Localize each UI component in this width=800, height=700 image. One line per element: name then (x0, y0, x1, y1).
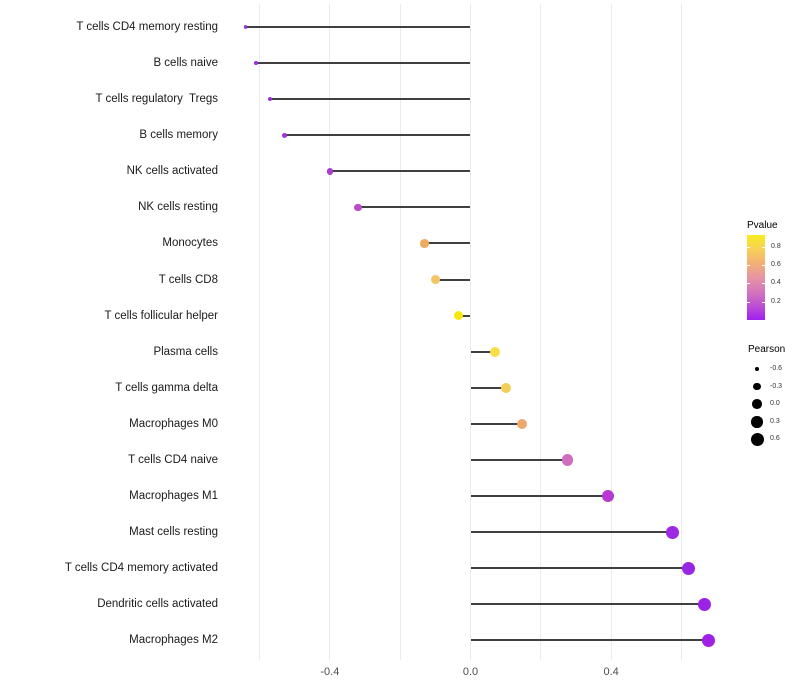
pearson-size-label: -0.6 (770, 365, 783, 372)
lollipop-dot (453, 310, 463, 321)
lollipop-stem (458, 314, 471, 317)
gridline (610, 4, 612, 660)
lollipop-stem (284, 134, 471, 137)
lollipop-dot (561, 454, 573, 466)
lollipop-dot (681, 561, 696, 575)
row-label: T cells regulatory Tregs (95, 93, 218, 106)
row-label: NK cells activated (126, 165, 218, 178)
lollipop-dot (490, 346, 501, 357)
lollipop-stem (470, 458, 568, 461)
lollipop-stem (245, 26, 471, 28)
pvalue-legend-title: Pvalue (747, 220, 778, 231)
lollipop-dot (666, 525, 680, 539)
pvalue-tick-label: 0.4 (771, 279, 781, 287)
lollipop-dot (254, 61, 258, 65)
plot-panel (222, 4, 718, 660)
pvalue-tick-label: 0.8 (771, 242, 781, 250)
row-label: Macrophages M2 (129, 634, 218, 647)
pearson-size-dot (755, 367, 759, 371)
lollipop-stem (424, 242, 471, 245)
row-label: T cells follicular helper (104, 309, 218, 322)
row-label: Macrophages M0 (129, 417, 218, 430)
lollipop-dot (354, 203, 362, 211)
gridline (680, 4, 682, 660)
pearson-size-dot (750, 432, 764, 446)
row-label: Dendritic cells activated (97, 598, 218, 611)
row-label: B cells memory (139, 129, 218, 142)
row-label: T cells CD4 memory activated (64, 562, 218, 575)
gridline (399, 4, 401, 660)
lollipop-stem (470, 422, 522, 425)
lollipop-dot (697, 597, 711, 611)
lollipop-stem (470, 639, 709, 642)
pvalue-tick-mark (747, 265, 750, 267)
row-label: T cells CD4 naive (128, 453, 218, 466)
lollipop-stem (470, 495, 608, 498)
lollipop-dot (500, 382, 511, 393)
pearson-legend-title: Pearson (748, 344, 786, 355)
pvalue-gradient-bar (747, 235, 765, 320)
x-tick-label: 0.0 (462, 666, 479, 678)
pearson-size-dot (752, 399, 762, 409)
row-label: B cells naive (153, 57, 218, 70)
lollipop-dot (701, 633, 716, 648)
lollipop-stem (357, 206, 471, 209)
gridline (540, 4, 542, 660)
pvalue-tick-mark (762, 265, 765, 267)
gridline (470, 4, 471, 660)
lollipop-stem (256, 62, 471, 65)
lollipop-stem (470, 567, 689, 570)
pearson-size-label: 0.0 (770, 400, 780, 408)
pvalue-tick-mark (762, 301, 765, 303)
row-label: Plasma cells (153, 345, 218, 358)
lollipop-dot (516, 418, 528, 430)
x-tick-label: -0.4 (320, 666, 340, 678)
row-label: Monocytes (162, 237, 218, 250)
pvalue-tick-label: 0.2 (771, 297, 781, 305)
pearson-size-label: 0.3 (770, 417, 780, 425)
row-label: T cells gamma delta (115, 381, 218, 394)
row-label: T cells CD8 (158, 273, 218, 286)
pvalue-tick-mark (762, 283, 765, 285)
lollipop-dot (430, 275, 440, 285)
pearson-size-dot (751, 416, 763, 428)
row-label: Mast cells resting (129, 526, 218, 539)
lollipop-dot (601, 490, 614, 502)
row-label: NK cells resting (138, 201, 218, 214)
lollipop-dot (420, 239, 430, 248)
pearson-size-label: 0.6 (770, 435, 780, 443)
lollipop-stem (329, 170, 471, 173)
lollipop-stem (470, 350, 496, 353)
lollipop-stem (470, 603, 705, 606)
pvalue-tick-mark (747, 283, 750, 285)
gridline (329, 4, 331, 660)
pvalue-tick-mark (762, 246, 765, 248)
gridline (259, 4, 261, 660)
lollipop-dot (326, 168, 334, 175)
lollipop-dot (267, 96, 273, 102)
pvalue-tick-mark (747, 246, 750, 248)
pvalue-tick-label: 0.6 (771, 261, 781, 269)
lollipop-stem (470, 386, 506, 389)
row-label: T cells CD4 memory resting (76, 21, 218, 33)
lollipop-stem (470, 531, 673, 534)
lollipop-stem (435, 278, 471, 281)
lollipop-dot (281, 132, 287, 138)
pearson-size-dot (753, 382, 761, 391)
pvalue-tick-mark (747, 301, 750, 303)
x-tick-label: 0.4 (603, 666, 619, 678)
lollipop-stem (270, 98, 471, 101)
pearson-size-label: -0.3 (770, 382, 783, 390)
row-label: Macrophages M1 (129, 490, 218, 503)
lollipop-dot (243, 25, 248, 29)
